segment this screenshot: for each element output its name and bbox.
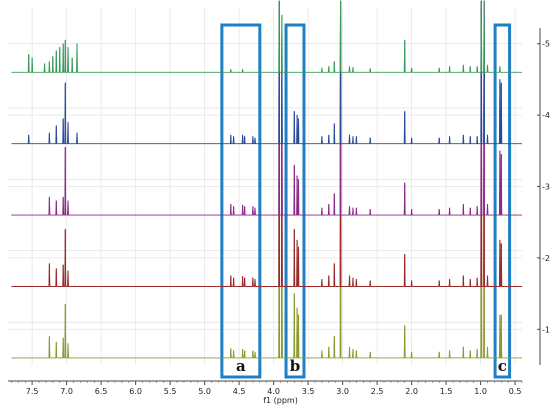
region-box-a	[220, 23, 262, 379]
x-tick-label: 7.5	[26, 387, 39, 396]
x-axis-title: f1 (ppm)	[263, 396, 298, 405]
x-tick-label: 5.5	[164, 387, 177, 396]
x-tick-label: 1.0	[474, 387, 487, 396]
x-tick-label: 6.5	[95, 387, 108, 396]
x-tick-label: 2.5	[371, 387, 384, 396]
highlight-regions: a b c	[220, 23, 512, 379]
spectrum-line-3	[11, 0, 522, 216]
y-tick-group: -1 -2 -3 -4 -5	[537, 40, 550, 334]
spectrum-line-1	[11, 14, 522, 359]
x-tick-label: 4.0	[267, 387, 280, 396]
y-tick-label: -2	[542, 254, 550, 263]
x-tick-label: 6.0	[129, 387, 142, 396]
y-tick-label: -1	[542, 325, 550, 334]
axes	[8, 28, 541, 382]
region-label-b: b	[290, 357, 301, 375]
x-tick-label: 7.0	[60, 387, 73, 396]
y-tick-label: -5	[542, 40, 550, 49]
x-tick-label: 3.0	[336, 387, 349, 396]
region-box-b	[284, 23, 306, 379]
region-label-c: c	[498, 357, 507, 375]
x-tick-label: 5.0	[198, 387, 211, 396]
x-tick-group: 7.5 7.0 6.5 6.0 5.5 5.0 4.5 4.0 3.5 3.0 2.5 2.0 1.5 1…	[11, 381, 523, 396]
spectrum-5	[11, 0, 522, 73]
spectrum-line-2	[11, 0, 522, 287]
x-tick-label: 3.5	[302, 387, 315, 396]
x-tick-label: 2.0	[405, 387, 418, 396]
region-box-c	[493, 23, 512, 379]
spectra-series	[11, 0, 522, 359]
y-tick-label: -4	[542, 111, 550, 120]
x-tick-label: 0.5	[509, 387, 522, 396]
y-tick-label: -3	[542, 183, 550, 192]
region-label-a: a	[236, 357, 246, 375]
x-tick-label: 4.5	[233, 387, 246, 396]
x-tick-label: 1.5	[440, 387, 453, 396]
